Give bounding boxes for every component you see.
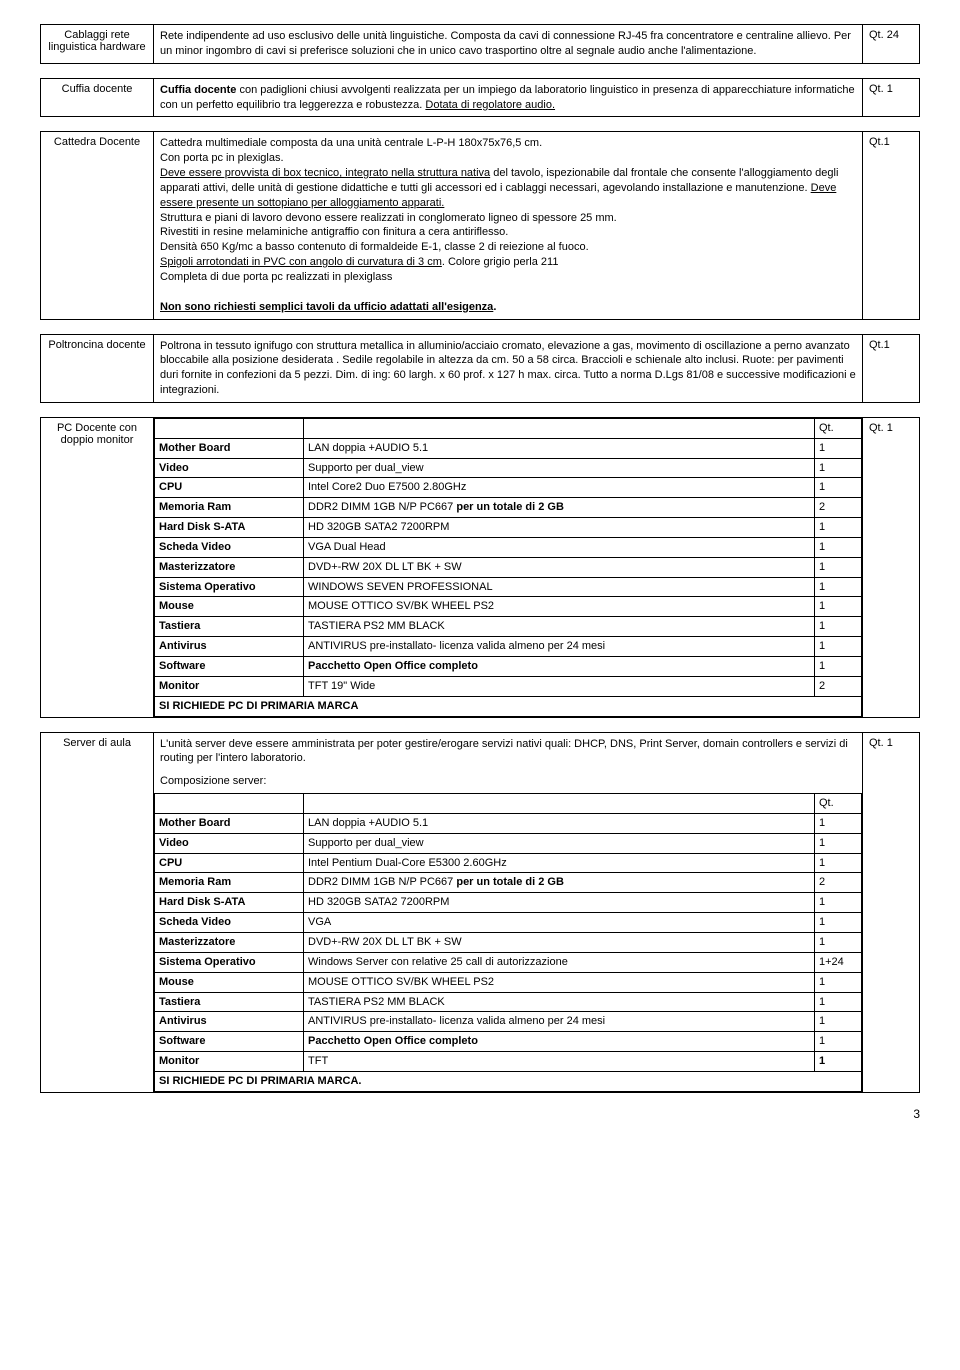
table-row: MonitorTFT1 [155, 1052, 862, 1072]
table-row: CPUIntel Core2 Duo E7500 2.80GHz1 [155, 478, 862, 498]
table-row: Sistema OperativoWindows Server con rela… [155, 952, 862, 972]
row-poltroncina: Poltroncina docente Poltrona in tessuto … [40, 334, 920, 403]
qt: Qt. 1 [863, 732, 920, 1092]
label: Poltroncina docente [41, 334, 154, 402]
table-row: VideoSupporto per dual_view1 [155, 458, 862, 478]
table-row: SoftwarePacchetto Open Office completo1 [155, 1032, 862, 1052]
table-row: Hard Disk S-ATAHD 320GB SATA2 7200RPM1 [155, 893, 862, 913]
qt: Qt. 1 [863, 78, 920, 117]
label: Cablaggi rete linguistica hardware [41, 25, 154, 64]
table-row: TastieraTASTIERA PS2 MM BLACK1 [155, 992, 862, 1012]
row-server: Server di aula L'unità server deve esser… [40, 732, 920, 1093]
qt: Qt.1 [863, 132, 920, 319]
table-row: Memoria RamDDR2 DIMM 1GB N/P PC667 per u… [155, 873, 862, 893]
table-row: Sistema OperativoWINDOWS SEVEN PROFESSIO… [155, 577, 862, 597]
table-footer: SI RICHIEDE PC DI PRIMARIA MARCA [155, 696, 862, 716]
body: Cuffia docente con padiglioni chiusi avv… [154, 78, 863, 117]
body: L'unità server deve essere amministrata … [154, 732, 863, 1092]
table-row: AntivirusANTIVIRUS pre-installato- licen… [155, 637, 862, 657]
label: PC Docente con doppio monitor [41, 417, 154, 717]
row-cattedra: Cattedra Docente Cattedra multimediale c… [40, 131, 920, 319]
table-row: TastieraTASTIERA PS2 MM BLACK1 [155, 617, 862, 637]
table-row: MouseMOUSE OTTICO SV/BK WHEEL PS21 [155, 597, 862, 617]
spec-table: Qt. Mother BoardLAN doppia +AUDIO 5.11Vi… [154, 793, 862, 1092]
table-row: MouseMOUSE OTTICO SV/BK WHEEL PS21 [155, 972, 862, 992]
table-row: Mother BoardLAN doppia +AUDIO 5.11 [155, 813, 862, 833]
qt: Qt. 24 [863, 25, 920, 64]
label: Cattedra Docente [41, 132, 154, 319]
table-row: Scheda VideoVGA1 [155, 913, 862, 933]
page-number: 3 [40, 1107, 920, 1121]
table-row: Scheda VideoVGA Dual Head1 [155, 537, 862, 557]
table-row: SoftwarePacchetto Open Office completo1 [155, 657, 862, 677]
qt: Qt.1 [863, 334, 920, 402]
table-row: Hard Disk S-ATAHD 320GB SATA2 7200RPM1 [155, 518, 862, 538]
body: Cattedra multimediale composta da una un… [154, 132, 863, 319]
row-cuffia: Cuffia docente Cuffia docente con padigl… [40, 78, 920, 118]
table-row: VideoSupporto per dual_view1 [155, 833, 862, 853]
table-row: MasterizzatoreDVD+-RW 20X DL LT BK + SW1 [155, 932, 862, 952]
table-row: Mother BoardLAN doppia +AUDIO 5.11 [155, 438, 862, 458]
table-row: MasterizzatoreDVD+-RW 20X DL LT BK + SW1 [155, 557, 862, 577]
qt: Qt. 1 [863, 417, 920, 717]
body: Qt. Mother BoardLAN doppia +AUDIO 5.11Vi… [154, 417, 863, 717]
spec-table: Qt. Mother BoardLAN doppia +AUDIO 5.11Vi… [154, 418, 862, 717]
table-row: AntivirusANTIVIRUS pre-installato- licen… [155, 1012, 862, 1032]
row-cablaggi: Cablaggi rete linguistica hardware Rete … [40, 24, 920, 64]
table-row: MonitorTFT 19" Wide2 [155, 676, 862, 696]
table-row: CPUIntel Pentium Dual-Core E5300 2.60GHz… [155, 853, 862, 873]
table-row: Memoria RamDDR2 DIMM 1GB N/P PC667 per u… [155, 498, 862, 518]
body: Rete indipendente ad uso esclusivo delle… [154, 25, 863, 64]
body: Poltrona in tessuto ignifugo con struttu… [154, 334, 863, 402]
row-pc-docente: PC Docente con doppio monitor Qt. Mother… [40, 417, 920, 718]
label: Cuffia docente [41, 78, 154, 117]
table-footer: SI RICHIEDE PC DI PRIMARIA MARCA. [155, 1071, 862, 1091]
label: Server di aula [41, 732, 154, 1092]
